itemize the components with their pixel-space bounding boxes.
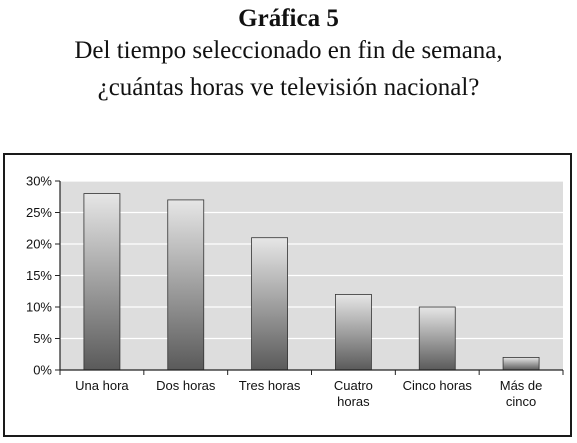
gridlines	[60, 180, 563, 340]
bar	[418, 306, 456, 371]
chart-title: Gráfica 5	[238, 5, 339, 32]
bar	[83, 193, 121, 371]
y-tick-label: 25%	[26, 205, 52, 220]
chart-frame: 0% 5% 10% 15% 20% 25% 30% Una hora Dos horas Tre…	[3, 153, 572, 437]
x-tick-label: Cuatro horas	[334, 378, 373, 409]
bars	[83, 193, 540, 371]
y-tick-label: 10%	[26, 300, 52, 315]
y-tick-label: 30%	[26, 174, 52, 189]
x-tick-label: Más de cinco	[500, 378, 543, 409]
bar	[167, 199, 205, 371]
x-tick-labels: Una hora Dos horas Tres horas Cuatro horas Ci…	[75, 378, 542, 409]
x-tick-label: Cinco horas	[403, 378, 473, 393]
x-tick-label: Tres horas	[239, 378, 301, 393]
bar-chart: 0% 5% 10% 15% 20% 25% 30% Una hora Dos horas Tre…	[26, 174, 564, 409]
y-tick-label: 20%	[26, 237, 52, 252]
x-tick-label: Dos horas	[156, 378, 216, 393]
chart-subtitle-line-2: ¿cuántas horas ve televisión nacional?	[97, 74, 480, 101]
y-tick-label: 5%	[33, 331, 52, 346]
y-tick-label: 0%	[33, 363, 52, 378]
axes	[55, 180, 564, 375]
y-tick-label: 15%	[26, 268, 52, 283]
bar	[502, 356, 540, 371]
bar	[335, 293, 372, 371]
bar	[251, 237, 288, 371]
x-tick-label: Una hora	[75, 378, 129, 393]
y-tick-labels: 0% 5% 10% 15% 20% 25% 30%	[26, 174, 52, 378]
chart-subtitle-line-1: Del tiempo seleccionado en fin de semana…	[74, 37, 503, 64]
